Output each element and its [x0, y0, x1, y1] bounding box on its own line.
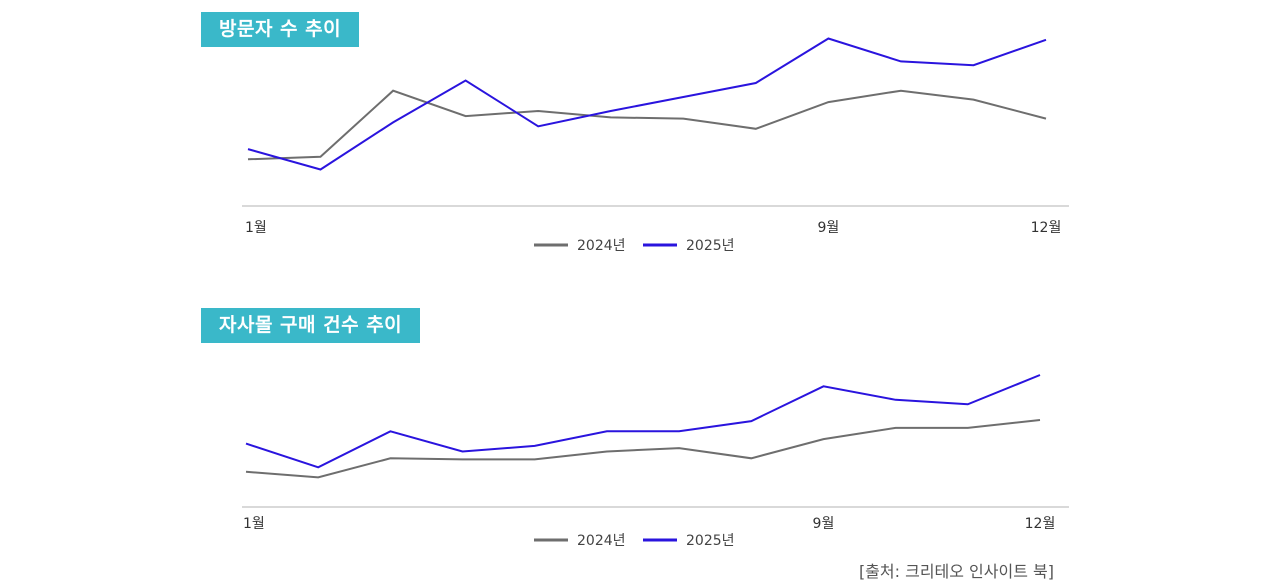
x-tick-label: 1월: [243, 516, 265, 532]
purchases-line-chart: 1월 9월 12월 2024년 2025년: [242, 374, 1069, 549]
x-tick-label: 12월: [1025, 516, 1056, 532]
series-line-2025년: [247, 37, 1047, 171]
legend-label: 2025년: [686, 238, 735, 254]
legend-label: 2024년: [577, 533, 626, 549]
x-tick-label: 1월: [245, 220, 267, 236]
legend-label: 2024년: [577, 238, 626, 254]
series-line-2024년: [245, 419, 1041, 479]
chart-title-visitors: 방문자 수 추이: [201, 12, 360, 47]
legend-label: 2025년: [686, 533, 735, 549]
x-tick-label: 9월: [817, 220, 839, 236]
chart-title-purchases: 자사몰 구매 건수 추이: [201, 308, 421, 343]
series-line-2025년: [245, 374, 1041, 469]
x-tick-label: 12월: [1031, 220, 1062, 236]
source-note: [출처: 크리테오 인사이트 북]: [858, 562, 1054, 581]
x-tick-label: 9월: [813, 516, 835, 532]
series-line-2024년: [247, 89, 1047, 161]
visitors-line-chart: 1월 9월 12월 2024년 2025년: [242, 37, 1069, 254]
